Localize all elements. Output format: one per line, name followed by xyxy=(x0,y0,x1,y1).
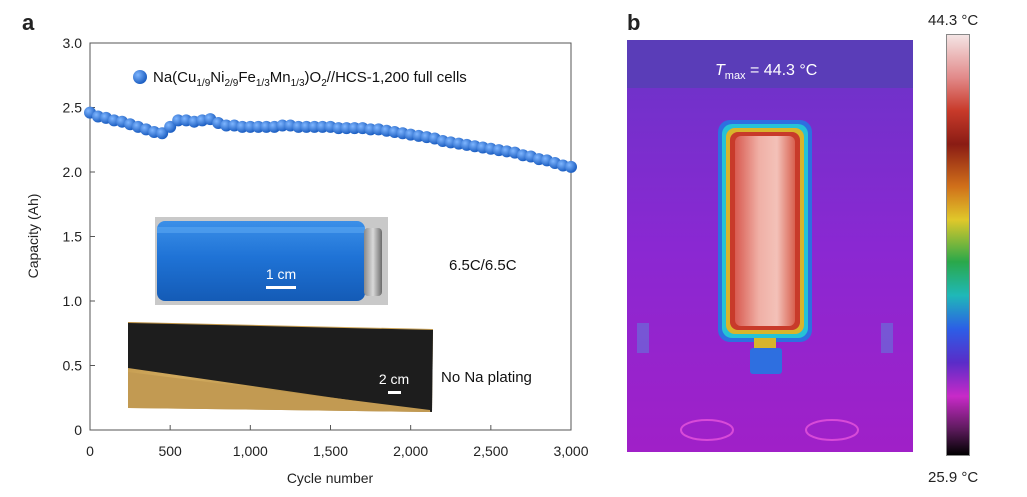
legend-marker xyxy=(133,70,147,84)
y-axis-label: Capacity (Ah) xyxy=(25,194,41,279)
y-tick-label: 1.5 xyxy=(63,229,83,245)
y-axis: 0 0.5 1.0 1.5 2.0 2.5 3.0 xyxy=(63,35,95,438)
panel-b-letter: b xyxy=(627,10,641,35)
data-point xyxy=(156,127,169,140)
scale-bar-1cm xyxy=(266,286,296,289)
legend-label: Na(Cu1/9Ni2/9Fe1/3Mn1/3)O2//HCS-1,200 fu… xyxy=(153,69,467,89)
x-tick-label: 500 xyxy=(158,443,182,459)
colorbar-min-label: 25.9 °C xyxy=(928,469,979,486)
x-tick-label: 1,000 xyxy=(233,443,268,459)
data-point xyxy=(164,120,177,133)
electrode-photo: 2 cm xyxy=(128,322,433,412)
scale-label-1cm: 1 cm xyxy=(266,266,296,282)
tmax-label: Tmax = 44.3 °C xyxy=(715,62,817,82)
temperature-colorbar xyxy=(946,34,970,456)
thermal-image-svg: Tmax = 44.3 °C xyxy=(627,40,913,452)
x-axis-label: Cycle number xyxy=(287,470,374,486)
x-tick-label: 3,000 xyxy=(553,443,588,459)
thermal-image: Tmax = 44.3 °C xyxy=(627,40,913,452)
panel-a-letter: a xyxy=(22,10,35,35)
y-tick-label: 0 xyxy=(74,422,82,438)
y-tick-label: 2.0 xyxy=(63,164,83,180)
y-tick-label: 3.0 xyxy=(63,35,83,51)
no-plating-annotation: No Na plating xyxy=(441,369,532,386)
y-tick-label: 1.0 xyxy=(63,293,83,309)
legend: Na(Cu1/9Ni2/9Fe1/3Mn1/3)O2//HCS-1,200 fu… xyxy=(133,69,467,89)
data-point xyxy=(565,160,577,173)
cell-photo: 1 cm xyxy=(155,217,388,305)
x-tick-label: 2,000 xyxy=(393,443,428,459)
colorbar-max-label: 44.3 °C xyxy=(928,12,979,29)
y-tick-label: 2.5 xyxy=(63,100,83,116)
x-axis: 0 500 1,000 1,500 2,000 2,500 3,000 xyxy=(86,425,589,459)
y-tick-label: 0.5 xyxy=(63,358,83,374)
scale-bar-2cm xyxy=(388,391,401,394)
rate-annotation: 6.5C/6.5C xyxy=(449,257,517,274)
capacity-chart: 0 0.5 1.0 1.5 2.0 2.5 3.0 0 500 1,000 1,500 2,000 2… xyxy=(25,35,589,486)
x-tick-label: 1,500 xyxy=(313,443,348,459)
scale-label-2cm: 2 cm xyxy=(379,371,409,387)
x-tick-label: 0 xyxy=(86,443,94,459)
data-series xyxy=(84,106,577,173)
x-tick-label: 2,500 xyxy=(473,443,508,459)
